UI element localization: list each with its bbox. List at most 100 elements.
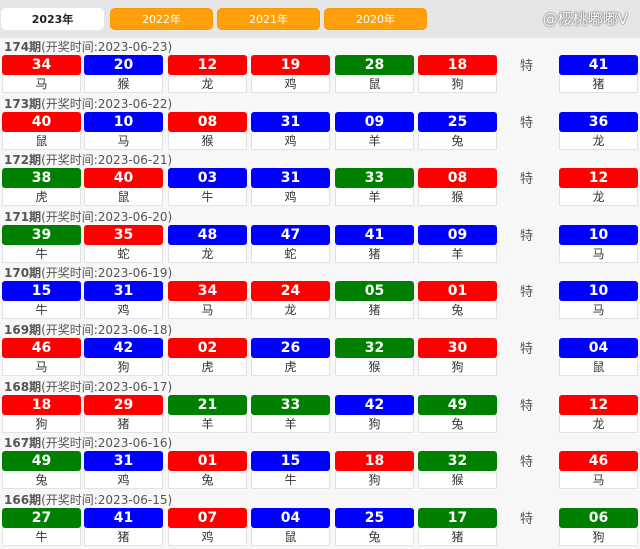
number-cell: 25 兔 [335,507,414,546]
zodiac-label: 马 [168,301,247,320]
zodiac-label: 鸡 [251,75,330,93]
tab-year-3[interactable]: 2020年 [324,8,427,30]
draw-time: (开奖时间:2023-06-21) [41,153,173,168]
number-ball: 10 [559,224,638,245]
zodiac-label: 猴 [335,357,414,376]
number-ball: 41 [84,507,163,528]
draw-time: (开奖时间:2023-06-15) [41,492,173,507]
special-label: 特 [520,341,534,357]
zodiac-label: 猴 [84,75,163,93]
number-ball: 10 [559,281,638,302]
number-ball: 15 [2,281,81,302]
number-ball: 31 [251,111,330,132]
draw-label: 174期(开奖时间:2023-06-23) [4,40,172,54]
number-cell: 02 虎 [168,337,247,376]
tab-year-0[interactable]: 2023年 [1,8,104,30]
number-ball: 02 [168,337,247,358]
number-cell: 40 鼠 [84,168,163,207]
number-cell: 21 羊 [168,394,247,433]
special-label: 特 [520,455,534,471]
draw-time: (开奖时间:2023-06-19) [41,266,173,281]
number-cell: 12 龙 [559,394,638,433]
zodiac-label: 狗 [2,414,81,433]
number-cell: 17 猪 [418,507,497,546]
zodiac-label: 羊 [335,188,414,207]
number-cell: 09 羊 [335,111,414,150]
draw-row: 173期(开奖时间:2023-06-22) 40 鼠 10 马 08 猴 31 鸡 09 羊 25 兔特… [0,95,640,152]
draw-time: (开奖时间:2023-06-18) [41,322,173,337]
zodiac-label: 马 [559,471,638,490]
draw-row: 167期(开奖时间:2023-06-16) 49 兔 31 鸡 01 兔 15 牛 18 狗 32 猴特… [0,434,640,491]
number-ball: 49 [2,451,81,472]
number-ball: 04 [251,507,330,528]
number-cell: 34 马 [2,55,81,93]
zodiac-label: 猴 [418,471,497,490]
special-label: 特 [520,172,534,188]
number-cell: 12 龙 [559,168,638,207]
number-cell: 32 猴 [335,337,414,376]
zodiac-label: 狗 [84,357,163,376]
zodiac-label: 兔 [418,414,497,433]
zodiac-label: 龙 [251,301,330,320]
tab-year-2[interactable]: 2021年 [217,8,320,30]
zodiac-label: 兔 [2,471,81,490]
number-cell: 10 马 [559,224,638,263]
number-ball: 49 [418,394,497,415]
number-ball: 36 [559,111,638,132]
number-cell: 31 鸡 [251,168,330,207]
zodiac-label: 兔 [168,471,247,490]
number-cell: 15 牛 [2,281,81,320]
number-ball: 12 [559,168,638,189]
zodiac-label: 牛 [168,188,247,207]
number-ball: 42 [335,394,414,415]
number-cell: 01 兔 [168,451,247,490]
zodiac-label: 龙 [168,75,247,93]
number-cell: 19 鸡 [251,55,330,93]
zodiac-label: 狗 [559,527,638,546]
year-tabs: 2023年 2022年 2021年 2020年 [0,0,640,38]
draw-time: (开奖时间:2023-06-23) [41,40,173,54]
number-cell: 48 龙 [168,224,247,263]
number-ball: 25 [335,507,414,528]
number-ball: 08 [418,168,497,189]
zodiac-label: 狗 [335,471,414,490]
number-cell: 31 鸡 [84,281,163,320]
number-cell: 28 鼠 [335,55,414,93]
issue-number: 169期 [4,322,42,337]
number-cell: 18 狗 [2,394,81,433]
number-ball: 31 [84,451,163,472]
special-label: 特 [520,285,534,301]
number-cell: 49 兔 [2,451,81,490]
zodiac-label: 猪 [84,527,163,546]
draw-row: 169期(开奖时间:2023-06-18) 46 马 42 狗 02 虎 26 虎 32 猴 30 狗特… [0,321,640,378]
number-cell: 41 猪 [559,55,638,93]
number-ball: 39 [2,224,81,245]
zodiac-label: 羊 [168,414,247,433]
number-cell: 39 牛 [2,224,81,263]
zodiac-label: 羊 [251,414,330,433]
number-ball: 18 [335,451,414,472]
number-cell: 29 猪 [84,394,163,433]
zodiac-label: 牛 [2,301,81,320]
number-cell: 08 猴 [168,111,247,150]
number-cell: 25 兔 [418,111,497,150]
zodiac-label: 猴 [168,131,247,150]
number-ball: 28 [335,55,414,75]
number-cell: 31 鸡 [251,111,330,150]
number-ball: 15 [251,451,330,472]
number-ball: 07 [168,507,247,528]
number-ball: 17 [418,507,497,528]
number-cell: 08 猴 [418,168,497,207]
draw-label: 173期(开奖时间:2023-06-22) [4,97,172,111]
zodiac-label: 马 [559,244,638,263]
number-cell: 31 鸡 [84,451,163,490]
number-ball: 46 [559,451,638,472]
number-cell: 36 龙 [559,111,638,150]
number-ball: 35 [84,224,163,245]
number-cell: 20 猴 [84,55,163,93]
draw-row: 174期(开奖时间:2023-06-23) 34 马 20 猴 12 龙 19 鸡 28 鼠 18 狗特… [0,38,640,95]
tab-year-1[interactable]: 2022年 [110,8,213,30]
zodiac-label: 鼠 [84,188,163,207]
zodiac-label: 羊 [418,244,497,263]
number-ball: 05 [335,281,414,302]
